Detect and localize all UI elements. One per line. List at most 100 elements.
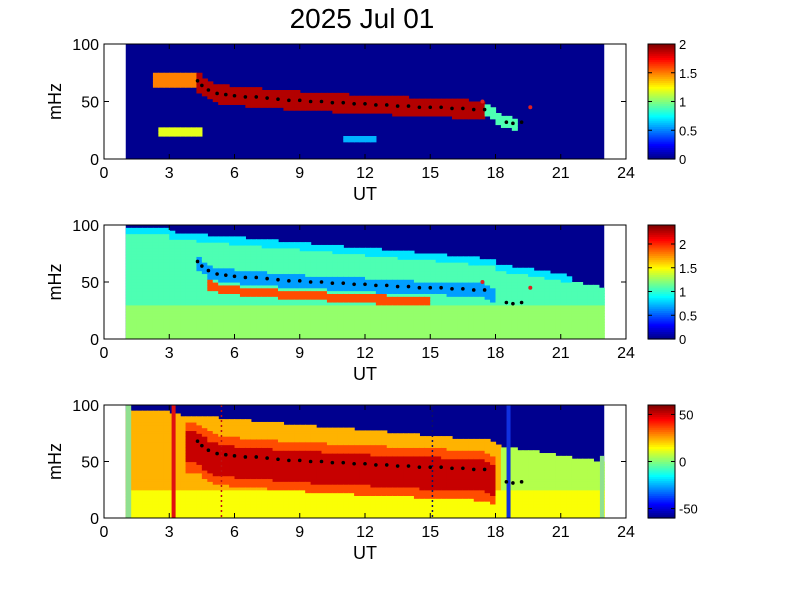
heatmap-cell bbox=[452, 299, 459, 303]
colorbar-segment bbox=[648, 335, 675, 338]
heatmap-cell bbox=[490, 319, 497, 323]
heatmap-cell bbox=[326, 256, 333, 260]
heatmap-cell bbox=[245, 467, 252, 471]
colorbar-segment bbox=[648, 329, 675, 332]
heatmap-cell bbox=[560, 324, 567, 329]
heatmap-cell bbox=[288, 450, 295, 454]
heatmap-cell bbox=[229, 90, 236, 94]
heatmap-cell bbox=[136, 495, 143, 499]
heatmap-cell bbox=[136, 336, 143, 339]
colorbar-segment bbox=[648, 124, 675, 128]
heatmap-cell bbox=[131, 495, 138, 499]
heatmap-cell bbox=[408, 310, 415, 314]
heatmap-cell bbox=[424, 333, 431, 337]
heatmap-cell bbox=[234, 307, 241, 312]
heatmap-cell bbox=[473, 324, 480, 329]
heatmap-cell bbox=[152, 430, 159, 434]
ridge-point-18 bbox=[363, 282, 367, 287]
heatmap-cell bbox=[392, 259, 399, 263]
heatmap-cell bbox=[191, 247, 198, 252]
heatmap-cell bbox=[196, 484, 203, 488]
heatmap-cell bbox=[223, 427, 230, 432]
colorbar-segment bbox=[648, 318, 675, 321]
heatmap-cell bbox=[131, 301, 138, 306]
heatmap-cell bbox=[131, 410, 138, 415]
colorbar-segment bbox=[648, 234, 675, 237]
heatmap-cell bbox=[267, 467, 274, 471]
heatmap-cell bbox=[223, 419, 230, 423]
heatmap-cell bbox=[245, 256, 252, 260]
heatmap-cell bbox=[136, 481, 143, 485]
heatmap-cell bbox=[223, 87, 230, 91]
heatmap-cell bbox=[321, 262, 328, 266]
heatmap-cell bbox=[234, 90, 241, 94]
heatmap-cell bbox=[163, 492, 170, 496]
heatmap-cell bbox=[283, 472, 290, 477]
heatmap-cell bbox=[223, 438, 230, 443]
heatmap-cell bbox=[332, 430, 339, 434]
heatmap-cell bbox=[468, 336, 475, 339]
heatmap-cell bbox=[256, 90, 263, 94]
heatmap-cell bbox=[316, 472, 323, 477]
heatmap-cell bbox=[462, 287, 469, 292]
heatmap-cell bbox=[267, 461, 274, 465]
heatmap-cell bbox=[473, 336, 480, 339]
heatmap-cell bbox=[337, 296, 344, 300]
heatmap-cell bbox=[196, 316, 203, 320]
heatmap-cell bbox=[337, 461, 344, 465]
heatmap-cell bbox=[370, 284, 377, 289]
heatmap-cell bbox=[239, 90, 246, 94]
heatmap-cell bbox=[218, 273, 225, 277]
heatmap-cell bbox=[332, 436, 339, 440]
heatmap-cell bbox=[174, 419, 181, 423]
heatmap-cell bbox=[212, 421, 219, 426]
heatmap-cell bbox=[321, 299, 328, 303]
heatmap-cell bbox=[256, 253, 263, 257]
heatmap-cell bbox=[158, 296, 165, 300]
heatmap-cell bbox=[441, 333, 448, 337]
heatmap-cell bbox=[539, 299, 546, 303]
heatmap-cell bbox=[435, 313, 442, 317]
heatmap-cell bbox=[441, 299, 448, 303]
heatmap-cell bbox=[163, 293, 170, 297]
heatmap-cell bbox=[256, 492, 263, 496]
heatmap-cell bbox=[359, 481, 366, 485]
heatmap-cell bbox=[310, 484, 317, 488]
heatmap-cell bbox=[294, 284, 301, 289]
heatmap-cell bbox=[316, 304, 323, 309]
heatmap-cell bbox=[332, 104, 339, 108]
heatmap-cell bbox=[239, 287, 246, 292]
heatmap-cell bbox=[196, 133, 203, 137]
heatmap-cell bbox=[218, 495, 225, 499]
heatmap-cell bbox=[278, 242, 285, 246]
heatmap-cell bbox=[278, 290, 285, 294]
ridge-point-28 bbox=[471, 107, 476, 112]
heatmap-cell bbox=[321, 436, 328, 440]
heatmap-cell bbox=[473, 273, 480, 277]
heatmap-cell bbox=[245, 475, 252, 480]
heatmap-cell bbox=[549, 316, 556, 320]
heatmap-cell bbox=[452, 284, 459, 289]
heatmap-cell bbox=[201, 515, 208, 518]
heatmap-cell bbox=[288, 503, 295, 508]
heatmap-cell bbox=[191, 296, 198, 300]
heatmap-cell bbox=[256, 316, 263, 320]
heatmap-cell bbox=[163, 239, 170, 243]
heatmap-cell bbox=[326, 501, 333, 505]
colorbar-segment bbox=[648, 331, 675, 334]
heatmap-cell bbox=[468, 259, 475, 263]
heatmap-cell bbox=[272, 319, 279, 323]
heatmap-cell bbox=[375, 247, 382, 252]
heatmap-cell bbox=[212, 438, 219, 443]
heatmap-cell bbox=[397, 273, 404, 277]
heatmap-cell bbox=[571, 310, 578, 314]
heatmap-cell bbox=[136, 299, 143, 303]
heatmap-cell bbox=[212, 469, 219, 474]
heatmap-cell bbox=[223, 247, 230, 252]
heatmap-cell bbox=[212, 455, 219, 460]
heatmap-cell bbox=[500, 124, 507, 128]
heatmap-cell bbox=[294, 461, 301, 465]
heatmap-cell bbox=[337, 441, 344, 446]
heatmap-cell bbox=[261, 492, 268, 496]
heatmap-cell bbox=[321, 469, 328, 474]
